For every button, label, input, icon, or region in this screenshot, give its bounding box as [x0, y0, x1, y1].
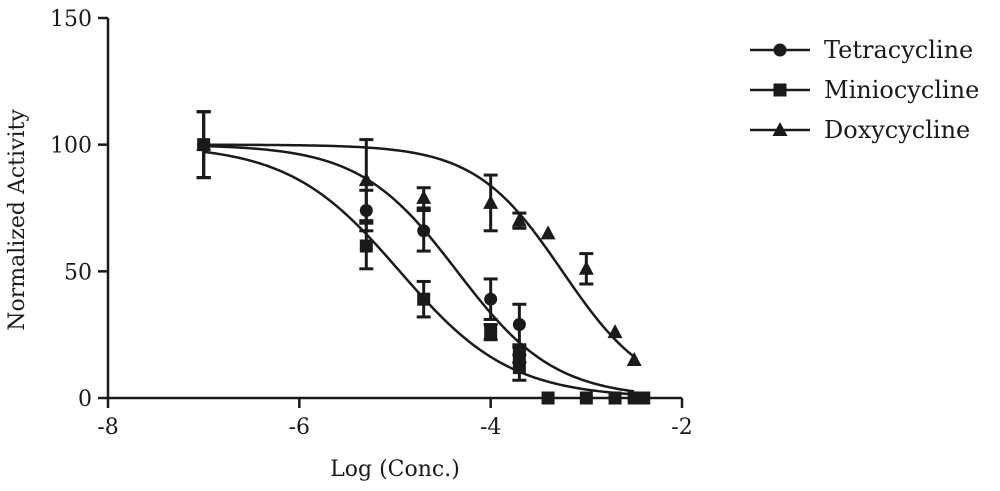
data-point-doxycycline — [416, 189, 432, 204]
data-point-miniocycline — [417, 292, 431, 306]
data-point-tetracycline — [484, 292, 498, 306]
y-axis-ticks: 0 50 100 150 — [50, 7, 108, 412]
data-point-miniocycline — [359, 239, 373, 253]
legend-label-doxycycline: Doxycycline — [824, 116, 970, 144]
data-point-doxycycline — [626, 352, 642, 366]
x-tick-label: -8 — [97, 415, 118, 440]
fit-curves — [203, 143, 635, 396]
y-axis-title: Normalized Activity — [5, 109, 30, 331]
y-tick-label: 100 — [50, 134, 92, 159]
legend-label-tetracycline: Tetracycline — [824, 36, 973, 64]
data-point-doxycycline — [607, 324, 623, 339]
x-axis-title: Log (Conc.) — [330, 457, 460, 482]
legend-marker-doxycycline — [772, 122, 788, 136]
data-markers — [196, 136, 651, 405]
data-point-miniocycline — [512, 348, 526, 362]
data-point-miniocycline — [512, 361, 526, 375]
data-point-tetracycline — [417, 224, 431, 238]
data-point-doxycycline — [540, 225, 556, 240]
plot-area — [196, 110, 651, 405]
x-tick-label: -6 — [289, 415, 310, 440]
legend-item-miniocycline: Miniocycline — [750, 76, 979, 104]
data-point-doxycycline — [358, 172, 374, 187]
y-tick-label: 150 — [50, 7, 92, 32]
legend-marker-tetracycline — [773, 43, 787, 57]
legend-item-doxycycline: Doxycycline — [750, 116, 970, 144]
x-tick-label: -2 — [671, 415, 692, 440]
x-axis-ticks: -8 -6 -4 -2 — [97, 398, 693, 440]
data-point-tetracycline — [359, 204, 373, 218]
data-point-tetracycline — [512, 318, 526, 332]
legend-label-miniocycline: Miniocycline — [824, 76, 979, 104]
y-tick-label: 0 — [78, 387, 92, 412]
data-point-doxycycline — [511, 212, 527, 227]
legend-item-tetracycline: Tetracycline — [750, 36, 973, 64]
y-tick-label: 50 — [64, 260, 92, 285]
data-point-doxycycline — [196, 136, 212, 151]
legend-marker-miniocycline — [773, 83, 787, 97]
error-bars — [196, 110, 594, 382]
data-point-doxycycline — [483, 194, 499, 209]
data-point-doxycycline — [578, 260, 594, 275]
fit-curve-tetracycline — [203, 144, 635, 393]
x-tick-label: -4 — [480, 415, 501, 440]
legend: Tetracycline Miniocycline Doxycycline — [750, 36, 979, 144]
fit-curve-doxycycline — [203, 143, 635, 358]
data-point-miniocycline — [484, 325, 498, 339]
